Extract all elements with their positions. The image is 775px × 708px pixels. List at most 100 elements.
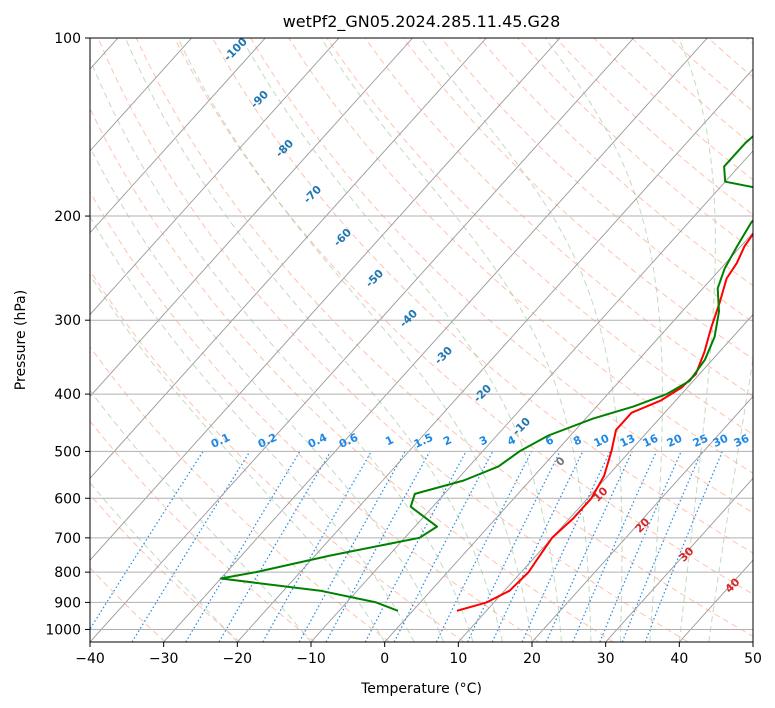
mixing-ratio-label: 20 xyxy=(665,432,685,450)
mixing-ratio-line xyxy=(262,451,372,642)
x-tick-label: 50 xyxy=(744,651,762,667)
y-tick-label: 300 xyxy=(54,313,81,329)
x-axis: −40 −30 −20 −10 0 10 20 30 40 50 xyxy=(75,642,762,667)
mixing-ratio-label: 0.6 xyxy=(337,431,360,451)
dry-adiabat xyxy=(90,567,166,642)
moist-adiabat-label: 40 xyxy=(723,575,743,595)
mixing-ratio-label: 13 xyxy=(618,432,637,450)
series-group xyxy=(219,135,753,612)
dry-adiabat-label: -60 xyxy=(331,226,354,249)
x-tick-label: −40 xyxy=(75,651,105,667)
annotations: -100-90-80-70-60-50-40-30-20-100.1 0.2 0.4… xyxy=(209,35,752,596)
dry-adiabat xyxy=(90,493,241,642)
isotherm-line xyxy=(90,38,192,152)
dry-adiabat-label: -20 xyxy=(471,382,494,405)
moist-adiabat xyxy=(90,389,312,642)
dry-adiabat-label: -90 xyxy=(248,88,271,111)
dry-adiabat xyxy=(517,38,753,251)
y-axis: 100 200 300 400 500 600 700 800 900 1000 xyxy=(45,31,90,638)
dry-adiabat xyxy=(555,38,753,216)
x-tick-label: 20 xyxy=(523,651,541,667)
isotherm-line xyxy=(457,313,753,642)
mixing-ratio-line xyxy=(621,451,703,642)
mixing-ratio-line xyxy=(393,451,494,642)
dry-adiabat-label: -40 xyxy=(397,307,420,330)
x-tick-label: −20 xyxy=(223,651,253,667)
dry-adiabat xyxy=(402,38,753,360)
mixing-ratio-label: 10 xyxy=(592,432,612,450)
y-tick-label: 600 xyxy=(54,491,81,507)
mixing-ratio-label: 1 xyxy=(383,433,395,448)
mixing-ratio-line xyxy=(435,451,533,642)
y-tick-label: 100 xyxy=(54,31,81,47)
dry-adiabat-label: -30 xyxy=(432,344,455,367)
moist-adiabat xyxy=(177,38,533,642)
moist-adiabat xyxy=(90,57,474,642)
isotherm-line xyxy=(90,38,634,642)
temperature-line xyxy=(456,232,753,612)
moist-adiabat xyxy=(708,356,753,642)
y-tick-label: 1000 xyxy=(45,622,81,638)
mixing-ratio-label: 16 xyxy=(641,432,661,450)
dry-adiabat-label: -80 xyxy=(273,137,296,160)
moist-adiabat xyxy=(90,482,238,642)
dry-adiabat-label: -10 xyxy=(510,415,533,438)
dry-adiabat xyxy=(90,420,316,642)
dry-adiabat xyxy=(288,38,753,474)
y-tick-label: 800 xyxy=(54,565,81,581)
isotherm-line xyxy=(605,477,753,642)
mixing-ratio-label: 6 xyxy=(543,433,556,448)
dry-adiabat xyxy=(707,38,753,78)
background-lines xyxy=(90,38,753,642)
dry-adiabat-label: -70 xyxy=(301,183,324,206)
x-tick-label: −10 xyxy=(296,651,326,667)
moist-adiabat xyxy=(241,38,562,642)
x-tick-label: 30 xyxy=(597,651,615,667)
dry-adiabat xyxy=(631,38,753,146)
mixing-ratio-label: 30 xyxy=(711,432,731,450)
mixing-ratio-line xyxy=(185,451,301,642)
dry-adiabat xyxy=(326,38,753,436)
isotherm-line xyxy=(752,641,753,642)
isotherm-line xyxy=(90,38,487,479)
y-tick-label: 900 xyxy=(54,595,81,611)
mixing-ratio-line xyxy=(131,451,251,642)
mixing-ratio-label: 25 xyxy=(691,432,710,450)
mixing-ratio-label: 36 xyxy=(732,432,752,450)
mixing-ratio-line xyxy=(572,451,658,642)
dry-adiabat xyxy=(173,38,753,595)
moist-adiabat xyxy=(420,38,623,642)
plot-frame xyxy=(89,37,754,643)
mixing-ratio-line xyxy=(325,451,431,642)
mixing-ratio-line xyxy=(644,451,723,642)
isotherm-line xyxy=(531,395,753,642)
isotherm-line xyxy=(236,68,753,642)
dry-adiabat xyxy=(97,38,689,642)
mixing-ratio-label: 0.2 xyxy=(256,431,279,451)
mixing-ratio-line xyxy=(521,451,611,642)
mixing-ratio-label: 2 xyxy=(441,433,453,448)
y-axis-label: Pressure (hPa) xyxy=(13,290,29,390)
x-tick-label: 40 xyxy=(670,651,688,667)
y-tick-label: 400 xyxy=(54,387,81,403)
dry-adiabat xyxy=(250,38,753,514)
isotherm-line xyxy=(163,38,708,642)
x-tick-label: 10 xyxy=(449,651,467,667)
mixing-ratio-line xyxy=(599,451,682,642)
dry-adiabat xyxy=(364,38,753,397)
x-tick-label: 0 xyxy=(380,651,389,667)
x-tick-label: −30 xyxy=(149,651,179,667)
y-tick-label: 700 xyxy=(54,531,81,547)
mixing-ratio-line xyxy=(298,451,406,642)
dry-adiabat-label: -50 xyxy=(363,267,386,290)
isotherm-line xyxy=(90,38,340,316)
moist-adiabat xyxy=(90,145,445,642)
moist-adiabat xyxy=(544,38,663,642)
grid xyxy=(90,38,753,642)
dry-adiabat xyxy=(90,190,540,642)
moist-adiabat-label: 30 xyxy=(677,544,697,564)
isotherm-line xyxy=(90,38,413,398)
moist-adiabat xyxy=(678,38,716,642)
isotherm-line xyxy=(90,38,561,561)
